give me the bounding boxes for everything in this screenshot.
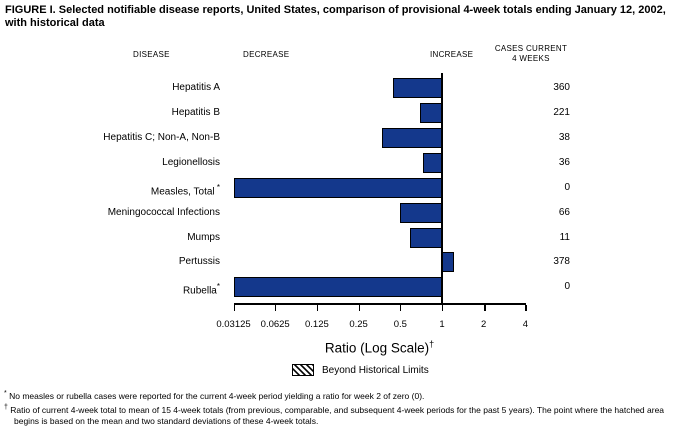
ratio-bar	[441, 252, 454, 272]
axis-tick	[275, 305, 277, 311]
legend: Beyond Historical Limits	[292, 364, 429, 376]
cases-value: 0	[564, 281, 570, 292]
disease-label: Pertussis	[178, 256, 220, 267]
x-axis-label-text: Ratio (Log Scale)	[324, 340, 430, 356]
hatch-swatch-icon	[292, 364, 314, 376]
disease-label: Hepatitis A	[172, 82, 220, 93]
axis-tick	[525, 305, 527, 311]
cases-value: 66	[558, 207, 570, 218]
column-header-increase: INCREASE	[430, 50, 474, 59]
axis-tick	[316, 305, 319, 311]
cases-value: 11	[559, 232, 570, 243]
x-axis-label-footnote-marker: †	[429, 339, 435, 349]
axis-tick-label: 0.125	[305, 319, 329, 330]
ratio-bar	[382, 128, 442, 148]
legend-label: Beyond Historical Limits	[322, 364, 429, 376]
ratio-bar	[410, 228, 442, 248]
cases-value: 360	[553, 82, 570, 93]
disease-footnote-marker: *	[216, 282, 220, 291]
disease-label: Hepatitis C; Non-A, Non-B	[103, 132, 220, 143]
ratio-bar	[400, 203, 442, 223]
ratio-bar	[423, 153, 442, 173]
axis-tick-label: 0.5	[393, 319, 407, 330]
ratio-bar	[419, 103, 442, 123]
cases-value: 0	[564, 182, 570, 193]
ratio-bar	[233, 178, 442, 198]
column-header-disease: DISEASE	[133, 50, 170, 59]
axis-tick-label: 0.0625	[260, 319, 290, 330]
cases-value: 38	[558, 132, 570, 143]
axis-tick	[358, 305, 360, 311]
disease-label: Rubella*	[182, 282, 220, 297]
cases-value: 36	[558, 157, 570, 168]
footnote-text: No measles or rubella cases were reporte…	[9, 390, 425, 401]
figure-title: FIGURE I. Selected notifiable disease re…	[5, 4, 666, 29]
footnote-text: Ratio of current 4-week total to mean of…	[10, 404, 665, 426]
ratio-bar	[392, 78, 442, 98]
cases-value: 378	[553, 256, 570, 267]
disease-label: Measles, Total *	[150, 183, 220, 198]
axis-tick	[442, 305, 444, 311]
axis-tick-label: 1	[439, 319, 445, 330]
footnotes: * No measles or rubella cases were repor…	[4, 388, 682, 427]
baseline-ratio-1-line	[440, 73, 443, 305]
axis-tick-label: 4	[522, 319, 529, 330]
x-axis-line	[233, 303, 527, 305]
ratio-bar	[233, 277, 442, 297]
disease-footnote-marker: *	[214, 183, 220, 192]
disease-label: Legionellosis	[162, 157, 220, 168]
footnote-asterisk: * No measles or rubella cases were repor…	[4, 388, 682, 402]
disease-label: Hepatitis B	[171, 107, 220, 118]
column-header-decrease: DECREASE	[243, 50, 290, 59]
column-header-cases-current: CASES CURRENT 4 WEEKS	[494, 44, 568, 63]
footnote-marker: †	[4, 403, 8, 411]
axis-tick-label: 0.25	[349, 319, 368, 330]
axis-tick	[400, 305, 402, 311]
cases-value: 221	[553, 107, 570, 118]
footnote-marker: *	[4, 390, 7, 397]
disease-label: Meningococcal Infections	[107, 207, 220, 218]
disease-label: Mumps	[187, 232, 220, 243]
axis-tick	[483, 305, 487, 311]
axis-tick	[233, 305, 235, 311]
axis-tick-label: 2	[481, 319, 487, 330]
axis-tick-label: 0.03125	[216, 319, 251, 330]
x-axis-label: Ratio (Log Scale)†	[233, 339, 526, 356]
footnote-dagger: † Ratio of current 4-week total to mean …	[4, 402, 682, 427]
